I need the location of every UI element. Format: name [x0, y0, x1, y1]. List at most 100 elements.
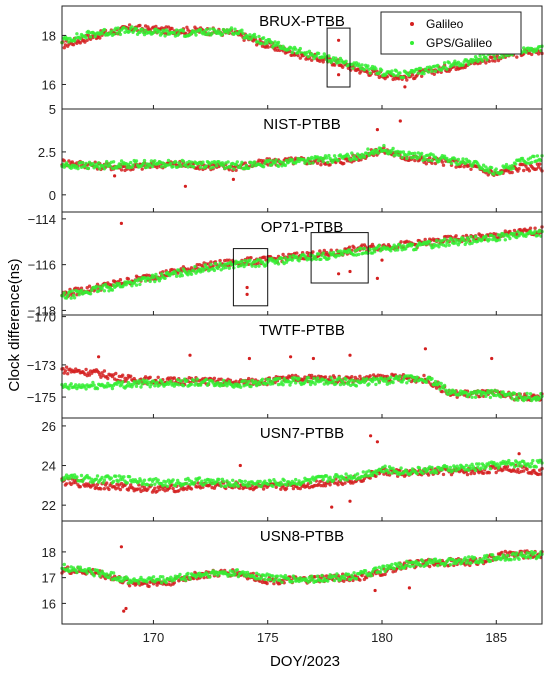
data-point: [69, 296, 73, 300]
data-point: [389, 249, 393, 253]
data-point: [205, 266, 210, 270]
data-point: [497, 55, 502, 60]
data-point: [253, 264, 258, 269]
outlier-point: [300, 53, 304, 57]
data-point: [440, 160, 444, 164]
data-point: [269, 40, 274, 45]
data-point: [410, 242, 415, 247]
data-point: [253, 35, 258, 39]
data-point: [307, 49, 312, 53]
outlier-point: [337, 272, 341, 276]
outlier-point: [375, 440, 379, 444]
data-point: [332, 578, 337, 583]
data-point: [143, 28, 148, 33]
data-point: [536, 165, 541, 169]
data-point: [316, 252, 321, 256]
data-point: [79, 473, 84, 478]
data-point: [209, 260, 213, 264]
data-point: [318, 249, 322, 253]
data-point: [346, 154, 351, 158]
data-point: [488, 467, 493, 471]
data-point: [531, 458, 535, 463]
data-point: [241, 31, 245, 35]
data-point: [153, 482, 157, 486]
data-point: [428, 564, 432, 569]
outlier-point: [403, 85, 407, 89]
data-point: [125, 481, 129, 485]
outlier-point: [348, 353, 352, 357]
data-point: [418, 66, 423, 71]
data-point: [265, 581, 269, 586]
data-point: [297, 259, 301, 263]
data-point: [75, 475, 79, 479]
outlier-point: [380, 258, 384, 262]
data-point: [276, 164, 281, 168]
data-point: [258, 382, 262, 386]
data-point: [515, 235, 519, 240]
data-point: [102, 167, 107, 171]
data-point: [118, 165, 123, 169]
data-point: [129, 160, 133, 165]
data-point: [76, 166, 80, 171]
data-point: [240, 28, 244, 32]
data-point: [119, 168, 124, 172]
data-point: [67, 159, 71, 163]
data-point: [261, 36, 266, 40]
data-point: [446, 239, 450, 243]
data-point: [186, 571, 190, 576]
data-point: [234, 379, 238, 383]
data-point: [62, 562, 66, 567]
data-point: [439, 381, 443, 386]
data-point: [323, 54, 328, 58]
data-point: [527, 396, 532, 400]
data-point: [71, 43, 76, 47]
data-point: [198, 165, 203, 170]
data-point: [213, 261, 218, 266]
data-point: [85, 38, 89, 42]
data-point: [280, 580, 284, 584]
data-point: [138, 30, 142, 34]
data-point: [373, 250, 377, 254]
data-point: [448, 465, 453, 470]
data-point: [495, 389, 499, 393]
data-point: [415, 375, 419, 379]
data-point: [306, 55, 310, 59]
data-point: [359, 246, 363, 251]
data-point: [93, 34, 97, 39]
data-point: [172, 31, 176, 35]
data-point: [174, 274, 179, 278]
data-point: [154, 24, 158, 29]
data-point: [484, 394, 488, 398]
data-point: [534, 465, 538, 469]
data-point: [341, 65, 345, 70]
data-point: [184, 578, 188, 582]
data-point: [370, 473, 375, 478]
data-point: [290, 373, 294, 378]
data-point: [512, 391, 517, 396]
data-point: [499, 234, 503, 238]
data-point: [236, 484, 241, 488]
data-point: [211, 165, 215, 169]
data-point: [169, 161, 173, 165]
data-point: [181, 29, 186, 33]
data-point: [204, 377, 208, 382]
data-point: [84, 161, 88, 166]
outlier-point: [348, 499, 352, 503]
y-tick-label: −118: [28, 303, 56, 318]
data-point: [220, 32, 225, 36]
data-point: [276, 262, 281, 266]
data-point: [444, 244, 448, 248]
data-point: [436, 63, 440, 68]
data-point: [378, 146, 383, 151]
panel-title: USN7-PTBB: [260, 425, 344, 442]
y-tick-label: 18: [42, 28, 56, 43]
data-point: [248, 33, 252, 37]
data-point: [430, 69, 434, 73]
data-point: [295, 255, 299, 259]
data-point: [310, 574, 314, 578]
data-point: [218, 258, 222, 263]
data-point: [322, 248, 326, 253]
data-point: [319, 257, 323, 261]
